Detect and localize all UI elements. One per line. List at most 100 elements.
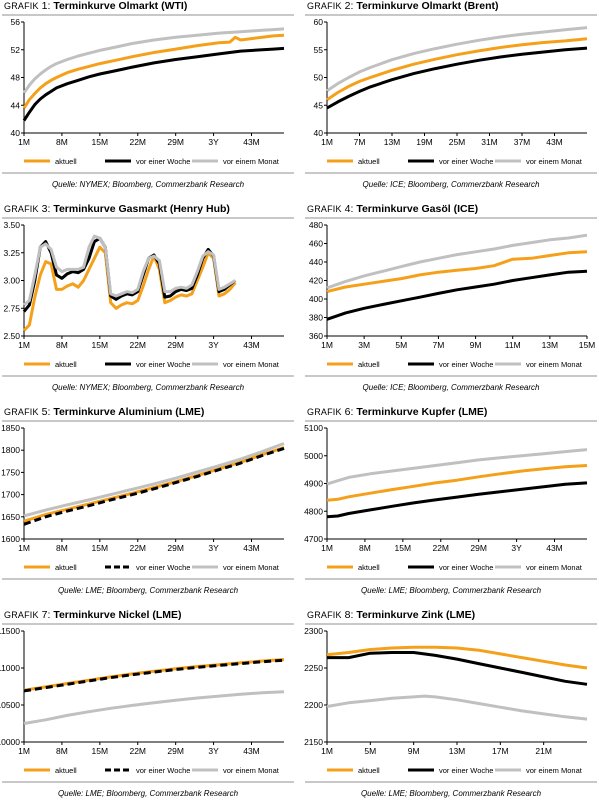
chart-svg: 2.50 2.75 3.00 3.25 3.50 1M 8M 15M 22M 29M 3Y 43M ak… bbox=[3, 220, 284, 369]
y-tick-label: 1650 bbox=[1, 512, 20, 522]
y-tick-label: 420 bbox=[309, 276, 323, 286]
legend-label: vor einer Woche bbox=[439, 563, 493, 572]
y-tick-label: 1750 bbox=[1, 467, 20, 477]
legend-label: vor einer Woche bbox=[439, 157, 493, 166]
chart-title: GRAFIK 2: Terminkurve Olmarkt (Brent) bbox=[307, 0, 499, 12]
figure-number: 6: bbox=[341, 406, 357, 418]
x-tick-label: 1M bbox=[321, 543, 333, 553]
x-tick-label: 13M bbox=[449, 746, 466, 756]
series-line-vor-einer-Woche bbox=[327, 651, 588, 686]
y-tick-label: 10000 bbox=[0, 737, 20, 747]
x-tick-label: 29M bbox=[167, 137, 184, 147]
legend-label: aktuell bbox=[358, 766, 380, 775]
title-text: Terminkurve Aluminium (LME) bbox=[53, 406, 205, 418]
y-tick-label: 460 bbox=[309, 239, 323, 249]
x-tick-label: 19M bbox=[416, 137, 433, 147]
series-line-aktuell bbox=[326, 645, 588, 670]
legend-label: aktuell bbox=[55, 157, 77, 166]
legend-label: aktuell bbox=[55, 360, 77, 369]
chart-panel-8: GRAFIK 8: Terminkurve Zink (LME) 2150 2200… bbox=[304, 609, 597, 811]
y-tick-label: 3.50 bbox=[3, 220, 20, 230]
x-tick-label: 7M bbox=[354, 137, 366, 147]
figure-label: GRAFIK bbox=[4, 407, 39, 417]
figure-number: 8: bbox=[341, 609, 357, 621]
y-tick-label: 1800 bbox=[1, 445, 20, 455]
x-tick-label: 8M bbox=[359, 543, 371, 553]
y-tick-label: 40 bbox=[314, 128, 324, 138]
x-tick-label: 9M bbox=[408, 746, 420, 756]
x-tick-label: 29M bbox=[167, 340, 184, 350]
chart-title: GRAFIK 8: Terminkurve Zink (LME) bbox=[307, 609, 475, 621]
x-tick-label: 15M bbox=[92, 746, 109, 756]
x-tick-label: 15M bbox=[579, 340, 596, 350]
bottom-rule bbox=[305, 781, 597, 783]
bottom-rule bbox=[305, 172, 597, 174]
x-tick-label: 8M bbox=[56, 340, 68, 350]
top-rule bbox=[305, 14, 597, 16]
chart-svg: 4700 4800 4900 5000 5100 1M 8M 15M 22M 29M 3Y 43M ak… bbox=[304, 423, 588, 572]
figure-label: GRAFIK bbox=[307, 204, 342, 214]
top-rule bbox=[2, 14, 294, 16]
x-tick-label: 3M bbox=[358, 340, 370, 350]
x-tick-label: 37M bbox=[514, 137, 531, 147]
chart-panel-5: GRAFIK 5: Terminkurve Aluminium (LME) 160… bbox=[1, 406, 294, 608]
top-rule bbox=[2, 217, 294, 219]
x-tick-label: 5M bbox=[395, 340, 407, 350]
x-tick-label: 22M bbox=[129, 746, 146, 756]
series-line-vor-einer-Woche bbox=[326, 481, 588, 519]
series-line-vor-einer-Woche bbox=[23, 446, 285, 526]
bottom-rule bbox=[2, 375, 294, 377]
series-line-vor-einem-Monat bbox=[326, 233, 588, 290]
legend-label: vor einer Woche bbox=[136, 360, 190, 369]
title-text: Terminkurve Olmarkt (WTI) bbox=[53, 0, 188, 12]
x-tick-label: 17M bbox=[492, 746, 509, 756]
chart-title: GRAFIK 6: Terminkurve Kupfer (LME) bbox=[307, 406, 487, 418]
figure-label: GRAFIK bbox=[307, 407, 342, 417]
legend-label: vor einem Monat bbox=[223, 157, 280, 166]
y-tick-label: 2200 bbox=[304, 700, 323, 710]
series-line-aktuell bbox=[22, 33, 285, 109]
series-line-vor-einem-Monat bbox=[23, 234, 237, 307]
x-tick-label: 22M bbox=[129, 543, 146, 553]
y-tick-label: 3.00 bbox=[3, 276, 20, 286]
x-tick-label: 1M bbox=[18, 340, 30, 350]
series-line-vor-einem-Monat bbox=[326, 694, 588, 721]
figure-label: GRAFIK bbox=[4, 610, 39, 620]
top-rule bbox=[305, 217, 597, 219]
legend-label: vor einem Monat bbox=[223, 766, 280, 775]
series-line-vor-einer-Woche bbox=[23, 658, 285, 693]
y-tick-label: 5000 bbox=[304, 451, 323, 461]
legend-label: vor einer Woche bbox=[439, 360, 493, 369]
y-tick-label: 2250 bbox=[304, 663, 323, 673]
series-line-vor-einer-Woche bbox=[326, 269, 588, 321]
figure-label: GRAFIK bbox=[307, 610, 342, 620]
source-note: Quelle: ICE; Bloomberg, Commerzbank Rese… bbox=[362, 180, 540, 189]
x-tick-label: 3Y bbox=[208, 543, 219, 553]
y-tick-label: 4700 bbox=[304, 534, 323, 544]
chart-title: GRAFIK 5: Terminkurve Aluminium (LME) bbox=[4, 406, 204, 418]
y-tick-label: 2150 bbox=[304, 737, 323, 747]
y-tick-label: 55 bbox=[314, 45, 324, 55]
figure-label: GRAFIK bbox=[307, 1, 342, 11]
series-line-vor-einem-Monat bbox=[23, 442, 285, 518]
series-line-vor-einer-Woche bbox=[22, 236, 237, 313]
bottom-rule bbox=[2, 172, 294, 174]
x-tick-label: 1M bbox=[18, 543, 30, 553]
y-tick-label: 360 bbox=[309, 331, 323, 341]
series-line-aktuell bbox=[326, 37, 588, 101]
y-tick-label: 40 bbox=[11, 128, 21, 138]
x-tick-label: 15M bbox=[92, 137, 109, 147]
legend-label: vor einem Monat bbox=[223, 563, 280, 572]
y-tick-label: 50 bbox=[314, 73, 324, 83]
y-tick-label: 2.75 bbox=[3, 303, 20, 313]
x-tick-label: 8M bbox=[56, 543, 68, 553]
x-tick-label: 43M bbox=[243, 543, 260, 553]
x-tick-label: 15M bbox=[92, 340, 109, 350]
x-tick-label: 13M bbox=[542, 340, 559, 350]
bottom-rule bbox=[305, 578, 597, 580]
y-tick-label: 2300 bbox=[304, 626, 323, 636]
top-rule bbox=[305, 420, 597, 422]
y-tick-label: 56 bbox=[11, 17, 21, 27]
figure-number: 5: bbox=[38, 406, 54, 418]
top-rule bbox=[2, 623, 294, 625]
